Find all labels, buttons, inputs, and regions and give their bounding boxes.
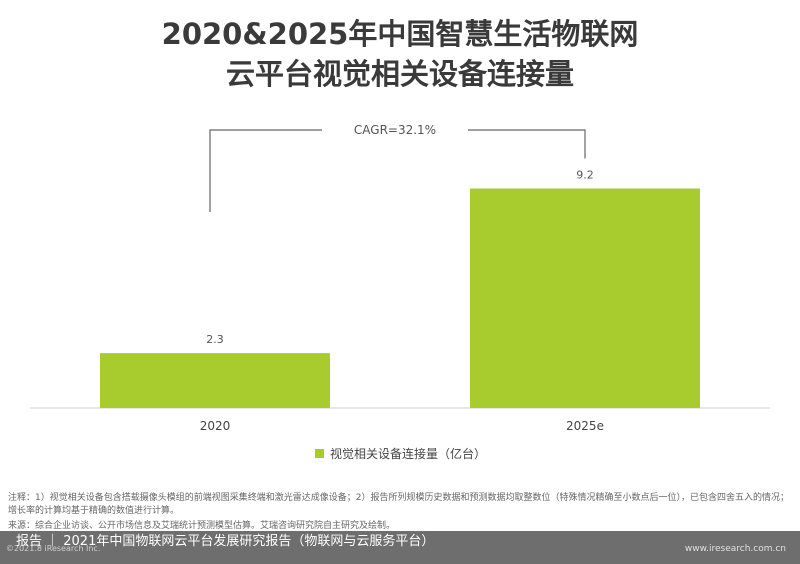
source-note: 来源：综合企业访谈、公开市场信息及艾瑞统计预测模型估算。艾瑞咨询研究院自主研究及… bbox=[8, 521, 396, 531]
chart-title: 2020&2025年中国智慧生活物联网 云平台视觉相关设备连接量 bbox=[0, 14, 800, 94]
title-line-2: 云平台视觉相关设备连接量 bbox=[225, 57, 574, 91]
footer-bar bbox=[0, 531, 800, 564]
bar bbox=[470, 188, 700, 408]
data-label: 9.2 bbox=[576, 168, 594, 181]
cagr-label: CAGR=32.1% bbox=[354, 123, 436, 137]
footer-copyright: ©2021.8 iResearch Inc. bbox=[6, 544, 101, 553]
footer-report-title: 报告 ｜ 2021年中国物联网云平台发展研究报告（物联网与云服务平台） bbox=[16, 534, 435, 549]
footer-url[interactable]: www.iresearch.com.cn bbox=[684, 544, 786, 554]
bar-chart: 2.3 2020 9.2 2025e CAGR=32.1% bbox=[30, 123, 770, 433]
x-tick-label: 2020 bbox=[200, 419, 231, 433]
data-label: 2.3 bbox=[206, 333, 224, 346]
cagr-bracket-left bbox=[209, 129, 322, 212]
legend-swatch bbox=[315, 449, 324, 458]
bar bbox=[100, 353, 330, 408]
x-tick-label: 2025e bbox=[566, 419, 604, 433]
legend: 视觉相关设备连接量（亿台） bbox=[315, 445, 486, 462]
footnote: 注释：1）视觉相关设备包含搭载摄像头模组的前端视图采集终端和激光雷达成像设备；2… bbox=[8, 493, 789, 516]
cagr-bracket-right bbox=[468, 129, 586, 159]
cagr-bracket: CAGR=32.1% bbox=[209, 123, 586, 212]
legend-label: 视觉相关设备连接量（亿台） bbox=[330, 447, 487, 461]
title-line-1: 2020&2025年中国智慧生活物联网 bbox=[161, 17, 639, 51]
